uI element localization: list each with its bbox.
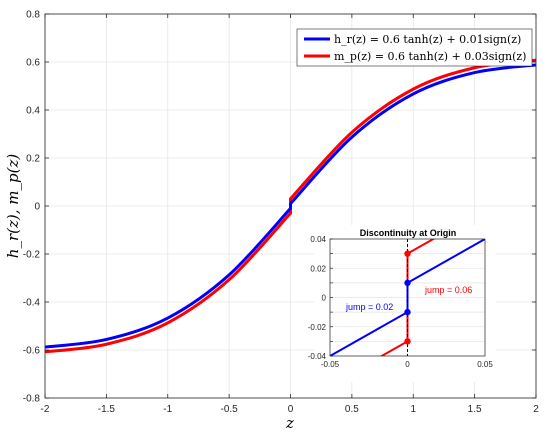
main-x-tick-label: 1.5 [468,404,482,415]
inset-x-tick-labels: -0.05 0 0.05 [321,360,493,369]
main-y-tick-label: 0.4 [26,106,40,117]
inset-x-tick-label: -0.05 [321,360,340,369]
inset-title: Discontinuity at Origin [360,228,457,238]
main-y-tick-label: -0.2 [23,250,41,261]
inset-line-mp-neg [379,340,408,356]
inset-jump-marker-hr [404,308,411,316]
inset-ticks [330,238,333,357]
main-y-tick-label: 0.2 [26,154,40,165]
inset-x-tick-label: 0.05 [477,360,493,369]
main-plot: -2 -1.5 -1 -0.5 0 0.5 1 1.5 2 -0.8 -0.6 -0.4 -0.2 0 0… [4,10,539,433]
main-x-tick-label: -2 [41,404,50,415]
legend-label-hr: h_r(z) = 0.6 tanh(z) + 0.01sign(z) [334,33,521,46]
main-x-tick-label: -0.5 [221,404,239,415]
legend-label-mp: m_p(z) = 0.6 tanh(z) + 0.03sign(z) [334,50,526,63]
main-x-tick-label: -1 [163,404,172,415]
x-axis-label: z [285,414,294,432]
inset-line-hr-pos [407,239,485,284]
legend-box [296,28,533,67]
main-x-tick-label: 1 [410,404,416,415]
y-axis-label: h_r(z), m_p(z) [4,154,22,259]
inset-jump-marker-mp [404,250,411,257]
legend: h_r(z) = 0.6 tanh(z) + 0.01sign(z) m_p(z… [296,28,533,67]
inset-series-lines [330,239,485,356]
main-x-tick-label: -1.5 [98,404,116,415]
inset-jump-marker-mp [404,338,411,345]
inset-y-tick-labels: -0.04 -0.02 0 0.02 0.04 [308,235,327,361]
main-y-tick-label: -0.8 [23,394,41,405]
series-line-hr [44,63,537,349]
main-y-tick-label: 0 [34,202,40,213]
inset-plot: Discontinuity at Origin -0.05 0 0.05 -0.04… [308,225,496,382]
inset-y-tick-label: -0.02 [308,323,327,332]
inset-y-tick-label: 0.02 [310,264,326,273]
main-series-lines [44,58,537,354]
main-y-tick-label: 0.8 [26,10,40,21]
main-x-tick-label: 0 [288,404,294,415]
inset-y-tick-label: -0.04 [308,352,327,361]
inset-x-tick-label: 0 [405,360,410,369]
main-ticks [44,13,537,399]
inset-jump-marker-hr [404,279,411,287]
inset-y-tick-label: 0.04 [310,235,326,244]
main-y-tick-labels: -0.8 -0.6 -0.4 -0.2 0 0.2 0.4 0.6 0.8 [23,10,41,405]
inset-line-mp-pos [407,239,436,255]
inset-annotation-mp: jump = 0.06 [424,285,472,295]
main-x-tick-label: 2 [533,404,539,415]
main-y-tick-label: -0.6 [23,346,41,357]
main-y-tick-label: 0.6 [26,58,40,69]
inset-annotation-hr: jump = 0.02 [345,302,393,312]
main-y-tick-label: -0.4 [23,298,41,309]
inset-y-tick-label: 0 [322,294,327,303]
main-x-tick-labels: -2 -1.5 -1 -0.5 0 0.5 1 1.5 2 [41,404,540,415]
main-x-tick-label: 0.5 [345,404,359,415]
inset-line-hr-neg [330,311,408,356]
